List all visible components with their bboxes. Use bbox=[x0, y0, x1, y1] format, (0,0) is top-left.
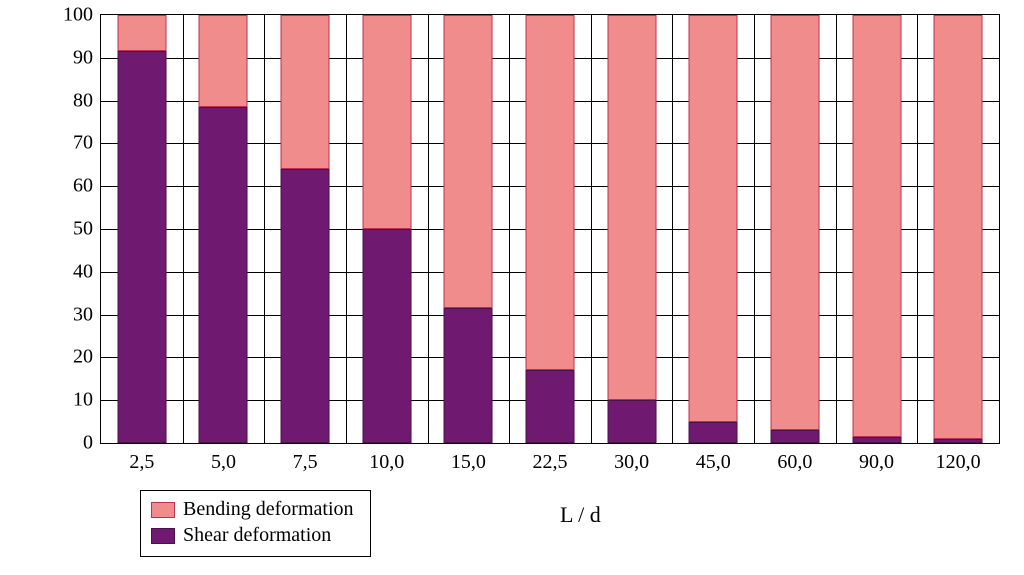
bar-segment-bending bbox=[689, 15, 738, 422]
bar-segment-shear bbox=[281, 169, 330, 443]
x-tick-label: 5,0 bbox=[211, 443, 236, 474]
x-tick-label: 45,0 bbox=[696, 443, 731, 474]
bar-slot bbox=[509, 15, 591, 443]
bar-slot bbox=[591, 15, 673, 443]
y-tick-label: 50 bbox=[73, 218, 101, 241]
bar-segment-bending bbox=[117, 15, 166, 51]
bar-segment-bending bbox=[934, 15, 983, 439]
x-tick-label: 15,0 bbox=[451, 443, 486, 474]
bar-segment-shear bbox=[689, 422, 738, 443]
y-tick-label: 40 bbox=[73, 260, 101, 283]
bar-slot bbox=[672, 15, 754, 443]
legend: Bending deformation Shear deformation bbox=[140, 490, 371, 557]
bar-segment-bending bbox=[444, 15, 493, 308]
bars-layer bbox=[101, 15, 999, 443]
bar-slot bbox=[183, 15, 265, 443]
bar-slot bbox=[754, 15, 836, 443]
deformation-chart: Deformation distribution [%] 01020304050… bbox=[0, 0, 1024, 575]
x-axis-label: L / d bbox=[560, 502, 601, 528]
y-tick-label: 0 bbox=[83, 432, 101, 455]
bar-segment-bending bbox=[607, 15, 656, 400]
x-tick-label: 7,5 bbox=[293, 443, 318, 474]
bar-segment-shear bbox=[199, 107, 248, 443]
y-tick-label: 70 bbox=[73, 132, 101, 155]
bar-slot bbox=[264, 15, 346, 443]
bar-segment-bending bbox=[199, 15, 248, 107]
y-tick-label: 80 bbox=[73, 89, 101, 112]
x-tick-label: 30,0 bbox=[614, 443, 649, 474]
bar-segment-bending bbox=[770, 15, 819, 430]
y-tick-label: 30 bbox=[73, 303, 101, 326]
x-tick-label: 10,0 bbox=[369, 443, 404, 474]
bar-segment-shear bbox=[770, 430, 819, 443]
bar-segment-shear bbox=[526, 370, 575, 443]
y-tick-label: 10 bbox=[73, 389, 101, 412]
bar-segment-bending bbox=[362, 15, 411, 229]
plot-area: 01020304050607080901002,55,07,510,015,02… bbox=[100, 14, 1000, 444]
y-tick-label: 90 bbox=[73, 46, 101, 69]
legend-label-bending: Bending deformation bbox=[183, 498, 354, 521]
y-tick-label: 100 bbox=[63, 4, 101, 27]
bar-slot bbox=[101, 15, 183, 443]
legend-item-shear: Shear deformation bbox=[151, 524, 354, 547]
bar-slot bbox=[428, 15, 510, 443]
legend-swatch-bending bbox=[151, 502, 175, 518]
legend-label-shear: Shear deformation bbox=[183, 524, 331, 547]
bar-slot bbox=[836, 15, 918, 443]
bar-segment-shear bbox=[444, 308, 493, 443]
legend-swatch-shear bbox=[151, 528, 175, 544]
bar-segment-bending bbox=[526, 15, 575, 370]
x-tick-label: 60,0 bbox=[777, 443, 812, 474]
bar-segment-shear bbox=[362, 229, 411, 443]
y-tick-label: 60 bbox=[73, 175, 101, 198]
y-tick-label: 20 bbox=[73, 346, 101, 369]
bar-segment-bending bbox=[281, 15, 330, 169]
bar-slot bbox=[346, 15, 428, 443]
bar-segment-shear bbox=[607, 400, 656, 443]
bar-slot bbox=[917, 15, 999, 443]
x-tick-label: 120,0 bbox=[936, 443, 981, 474]
x-tick-label: 2,5 bbox=[129, 443, 154, 474]
x-tick-label: 90,0 bbox=[859, 443, 894, 474]
bar-segment-bending bbox=[852, 15, 901, 437]
bar-segment-shear bbox=[117, 51, 166, 443]
x-tick-label: 22,5 bbox=[533, 443, 568, 474]
legend-item-bending: Bending deformation bbox=[151, 498, 354, 521]
